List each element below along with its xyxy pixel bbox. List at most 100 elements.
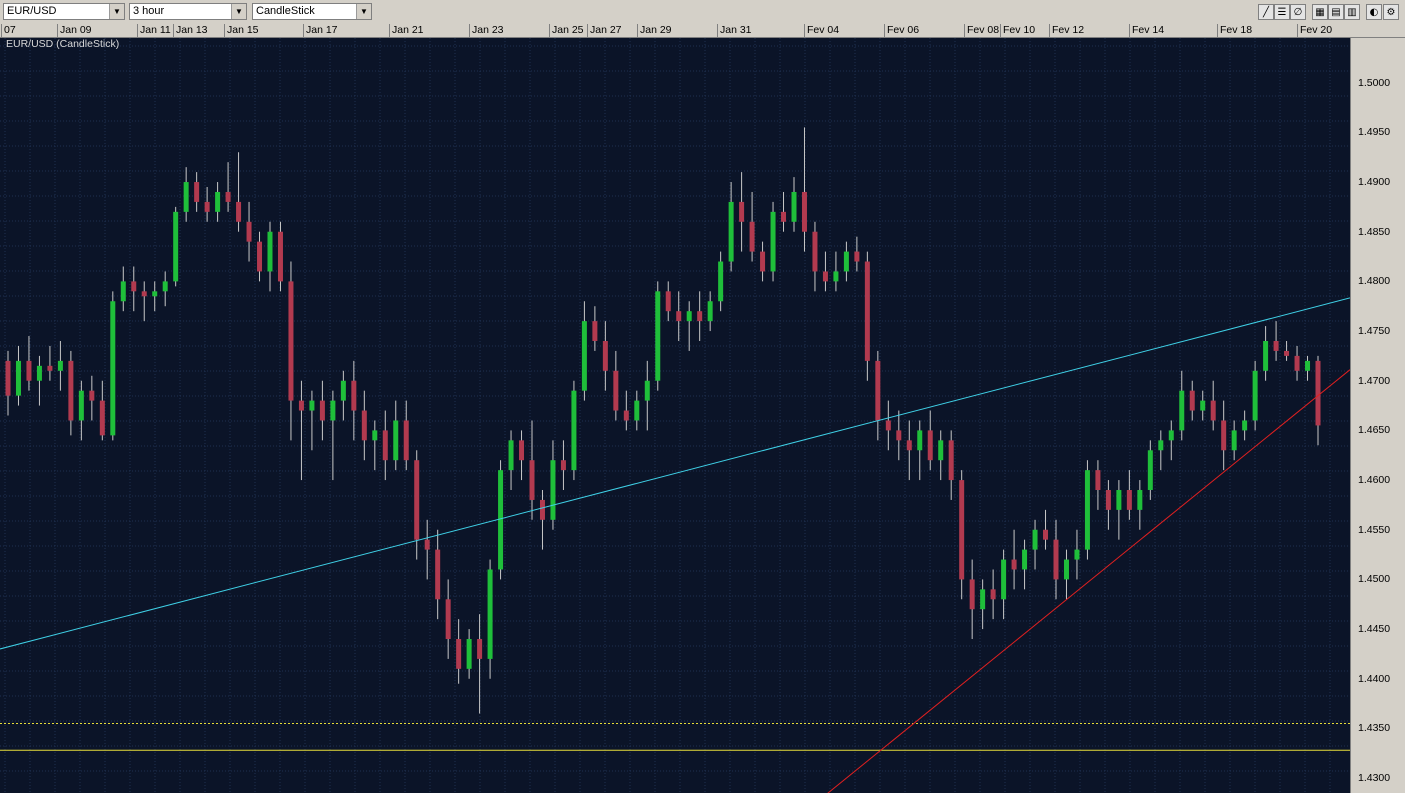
candle-body [969,579,975,610]
candle-body [990,589,996,600]
candle-body [477,639,483,659]
date-tick-separator [303,24,304,37]
candle-body [812,231,818,272]
candle-body [131,281,137,292]
candle-body [298,400,304,411]
price-tick-label: 1.4450 [1358,623,1391,636]
candle-body [896,430,902,441]
chart-area[interactable]: EUR/USD (CandleStick) [0,38,1405,793]
candle-body [487,569,493,659]
candle-body [948,440,954,481]
candle-body [330,400,336,421]
price-tick-label: 1.4300 [1358,772,1391,785]
candle-body [739,201,745,222]
candle-body [519,440,525,461]
candle-body [728,201,734,262]
date-tick-label: Jan 17 [306,24,338,36]
date-axis: 07 Jan 09 Jan 11 Jan 13 Jan 15 Jan 17 Jan 21 Ja… [0,24,1405,38]
candle-body [1053,539,1059,580]
date-tick-label: Fev 08 [967,24,1000,36]
upper-trendline [0,297,1350,650]
candle-body [1273,340,1279,351]
candle-body [1168,430,1174,441]
date-tick-separator [173,24,174,37]
fibonacci-icon[interactable]: ∅ [1290,4,1306,20]
candle-body [854,251,860,262]
chart-type-select[interactable]: CandleStick ▼ [252,3,372,20]
candle-body [236,201,242,222]
table-icon[interactable]: ▥ [1344,4,1360,20]
candle-body [152,291,158,297]
candle-body [822,271,828,282]
grid-alt-icon[interactable]: ▤ [1328,4,1344,20]
candle-body [267,231,273,272]
date-tick-label: Jan 25 [552,24,584,36]
date-tick-separator [469,24,470,37]
candle-body [676,311,682,322]
symbol-select[interactable]: EUR/USD ▼ [3,3,125,20]
candle-body [917,430,923,451]
candle-body [225,191,231,202]
candle-body [508,440,514,471]
price-tick-label: 1.4900 [1358,176,1391,189]
settings-icon[interactable]: ⚙ [1383,4,1399,20]
candle-body [372,430,378,441]
date-tick-separator [1297,24,1298,37]
candle-body [539,499,545,520]
grid-icon[interactable]: ▦ [1312,4,1328,20]
price-tick-label: 1.4650 [1358,424,1391,437]
date-tick-label: Jan 15 [227,24,259,36]
date-tick-label: Jan 27 [590,24,622,36]
candle-body [183,182,189,212]
candle-body [843,251,849,272]
candle-body [120,281,126,302]
date-tick-label: Jan 11 [140,24,171,36]
date-tick-label: Jan 13 [176,24,208,36]
chevron-down-icon[interactable]: ▼ [231,4,246,19]
candle-body [361,410,367,441]
candle-body [5,360,11,396]
date-tick-separator [57,24,58,37]
candle-body [1231,430,1237,451]
price-tick-label: 1.4500 [1358,573,1391,586]
candle-body [277,231,283,282]
candle-body [707,301,713,322]
chevron-down-icon[interactable]: ▼ [109,4,124,19]
candle-body [697,311,703,322]
candle-body [623,410,629,421]
chevron-down-icon[interactable]: ▼ [356,4,371,19]
date-tick-label: Fev 20 [1300,24,1333,36]
candle-body [980,589,986,610]
candle-body [1305,360,1311,371]
candle-body [1137,490,1143,510]
candle-body [801,191,807,232]
candle-body [665,291,671,312]
candle-body [204,201,210,212]
date-tick-separator [964,24,965,37]
candle-body [1022,549,1028,570]
date-tick-separator [137,24,138,37]
candle-body [288,281,294,401]
candle-body [257,241,263,272]
candle-body [529,460,535,500]
draw-line-icon[interactable]: ╱ [1258,4,1274,20]
circle-half-icon[interactable]: ◐ [1366,4,1382,20]
candle-body [1063,559,1069,580]
candle-body [718,261,724,302]
candle-body [1158,440,1164,451]
candle-body [760,251,766,272]
date-tick-label: Fev 12 [1052,24,1085,36]
candle-body [498,470,504,570]
timeframe-select[interactable]: 3 hour ▼ [129,3,247,20]
candle-body [1221,420,1227,451]
candle-body [791,191,797,222]
timeframe-value: 3 hour [133,5,165,17]
candle-body [1315,360,1321,426]
horizontal-lines-icon[interactable]: ☰ [1274,4,1290,20]
candle-body [110,301,116,436]
date-tick-label: 07 [4,24,16,36]
candle-body [194,182,200,202]
date-tick-separator [1217,24,1218,37]
candle-body [1179,390,1185,431]
candle-body [36,365,42,381]
